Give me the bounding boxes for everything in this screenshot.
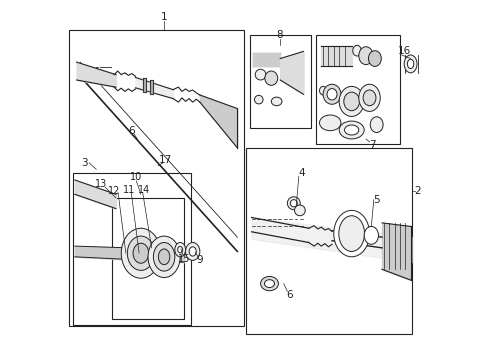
Ellipse shape <box>369 117 382 132</box>
Text: 6: 6 <box>285 290 292 300</box>
Ellipse shape <box>271 97 282 106</box>
Text: 13: 13 <box>95 179 107 189</box>
Text: 15: 15 <box>177 254 189 264</box>
Text: 7: 7 <box>368 140 375 150</box>
Text: 17: 17 <box>158 155 171 165</box>
Text: 3: 3 <box>81 158 88 168</box>
Ellipse shape <box>290 200 297 207</box>
Ellipse shape <box>264 280 274 288</box>
Ellipse shape <box>338 216 364 251</box>
Text: 2: 2 <box>413 186 420 197</box>
Ellipse shape <box>158 249 169 265</box>
Ellipse shape <box>127 236 154 270</box>
Text: 5: 5 <box>373 195 379 204</box>
Ellipse shape <box>260 276 278 291</box>
Text: 9: 9 <box>196 255 203 265</box>
Text: 10: 10 <box>130 172 142 182</box>
Ellipse shape <box>326 89 336 100</box>
Text: 11: 11 <box>123 185 135 195</box>
Ellipse shape <box>363 90 375 106</box>
Ellipse shape <box>343 92 359 111</box>
Ellipse shape <box>358 84 380 111</box>
Ellipse shape <box>364 226 378 244</box>
Ellipse shape <box>287 197 300 210</box>
Text: 12: 12 <box>108 186 121 197</box>
Ellipse shape <box>404 55 416 73</box>
Ellipse shape <box>185 243 200 260</box>
Bar <box>246 148 411 334</box>
Ellipse shape <box>319 115 340 131</box>
Ellipse shape <box>121 228 160 278</box>
Text: 14: 14 <box>137 185 150 195</box>
Ellipse shape <box>339 86 364 116</box>
Ellipse shape <box>339 121 364 139</box>
Ellipse shape <box>175 243 185 257</box>
Bar <box>315 35 399 144</box>
Ellipse shape <box>344 125 358 135</box>
Ellipse shape <box>254 95 263 104</box>
Text: 4: 4 <box>298 168 305 178</box>
Bar <box>69 30 244 327</box>
Text: 16: 16 <box>397 46 410 57</box>
Ellipse shape <box>189 247 196 256</box>
Ellipse shape <box>264 71 277 85</box>
Bar <box>73 173 190 325</box>
Bar <box>112 198 183 319</box>
Text: 1: 1 <box>161 13 167 22</box>
Ellipse shape <box>323 84 340 104</box>
Ellipse shape <box>133 243 148 263</box>
Ellipse shape <box>153 243 175 271</box>
Ellipse shape <box>407 59 413 68</box>
Text: 6: 6 <box>128 126 134 136</box>
Ellipse shape <box>294 205 305 216</box>
Text: 8: 8 <box>276 30 282 40</box>
Ellipse shape <box>367 51 381 66</box>
Ellipse shape <box>358 47 372 64</box>
Ellipse shape <box>352 45 361 56</box>
Ellipse shape <box>148 236 180 278</box>
Ellipse shape <box>255 69 265 80</box>
Ellipse shape <box>177 247 183 253</box>
Ellipse shape <box>319 86 326 95</box>
Bar <box>249 35 310 128</box>
Ellipse shape <box>333 210 369 257</box>
